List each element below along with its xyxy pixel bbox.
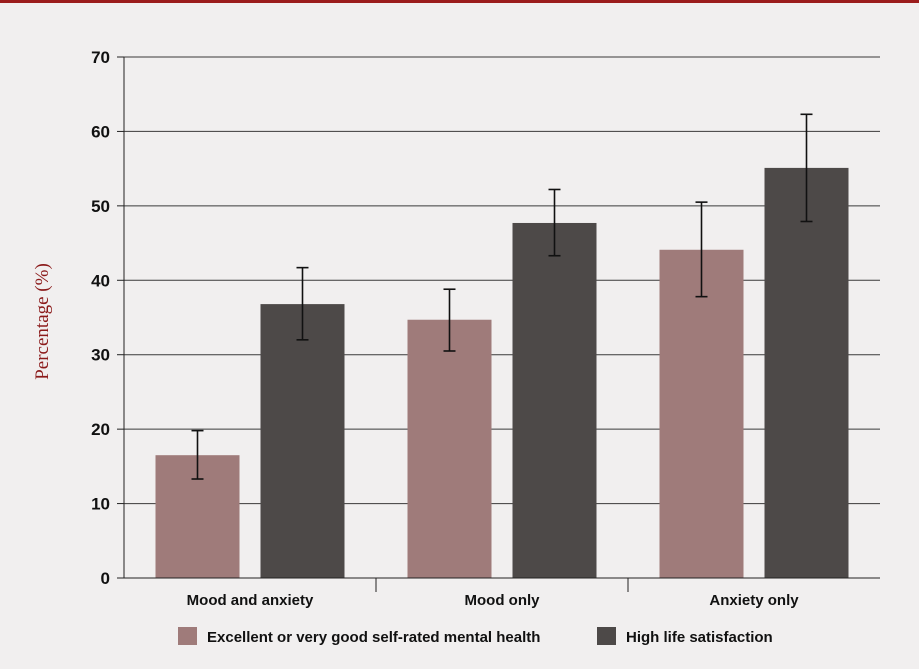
x-axis-labels: Mood and anxiety Mood only Anxiety only: [187, 592, 800, 609]
error-bars: [191, 113, 813, 480]
y-axis-ticks: 0 10 20 30 40 50 60 70: [91, 48, 124, 588]
top-rule: [0, 0, 919, 3]
x-category-label: Anxiety only: [709, 592, 799, 609]
bar: [260, 304, 345, 578]
legend-swatch: [597, 627, 616, 645]
legend-swatch: [178, 627, 197, 645]
bar: [659, 249, 744, 578]
x-category-label: Mood and anxiety: [187, 592, 314, 609]
y-tick-label: 40: [91, 271, 110, 290]
y-tick-label: 20: [91, 420, 110, 439]
y-tick-label: 30: [91, 346, 110, 365]
legend-label: Excellent or very good self-rated mental…: [207, 629, 540, 646]
bars: [155, 167, 849, 579]
x-category-label: Mood only: [465, 592, 541, 609]
y-tick-label: 70: [91, 48, 110, 67]
legend-label: High life satisfaction: [626, 629, 773, 646]
y-tick-label: 0: [101, 569, 110, 588]
axes: [123, 57, 880, 592]
gridlines: [124, 56, 880, 505]
legend: Excellent or very good self-rated mental…: [178, 627, 773, 646]
bar: [407, 319, 492, 578]
y-tick-label: 60: [91, 122, 110, 141]
bar: [512, 222, 597, 578]
y-axis-label: Percentage (%): [32, 263, 53, 380]
y-tick-label: 10: [91, 495, 110, 514]
y-tick-label: 50: [91, 197, 110, 216]
bar: [764, 167, 849, 579]
